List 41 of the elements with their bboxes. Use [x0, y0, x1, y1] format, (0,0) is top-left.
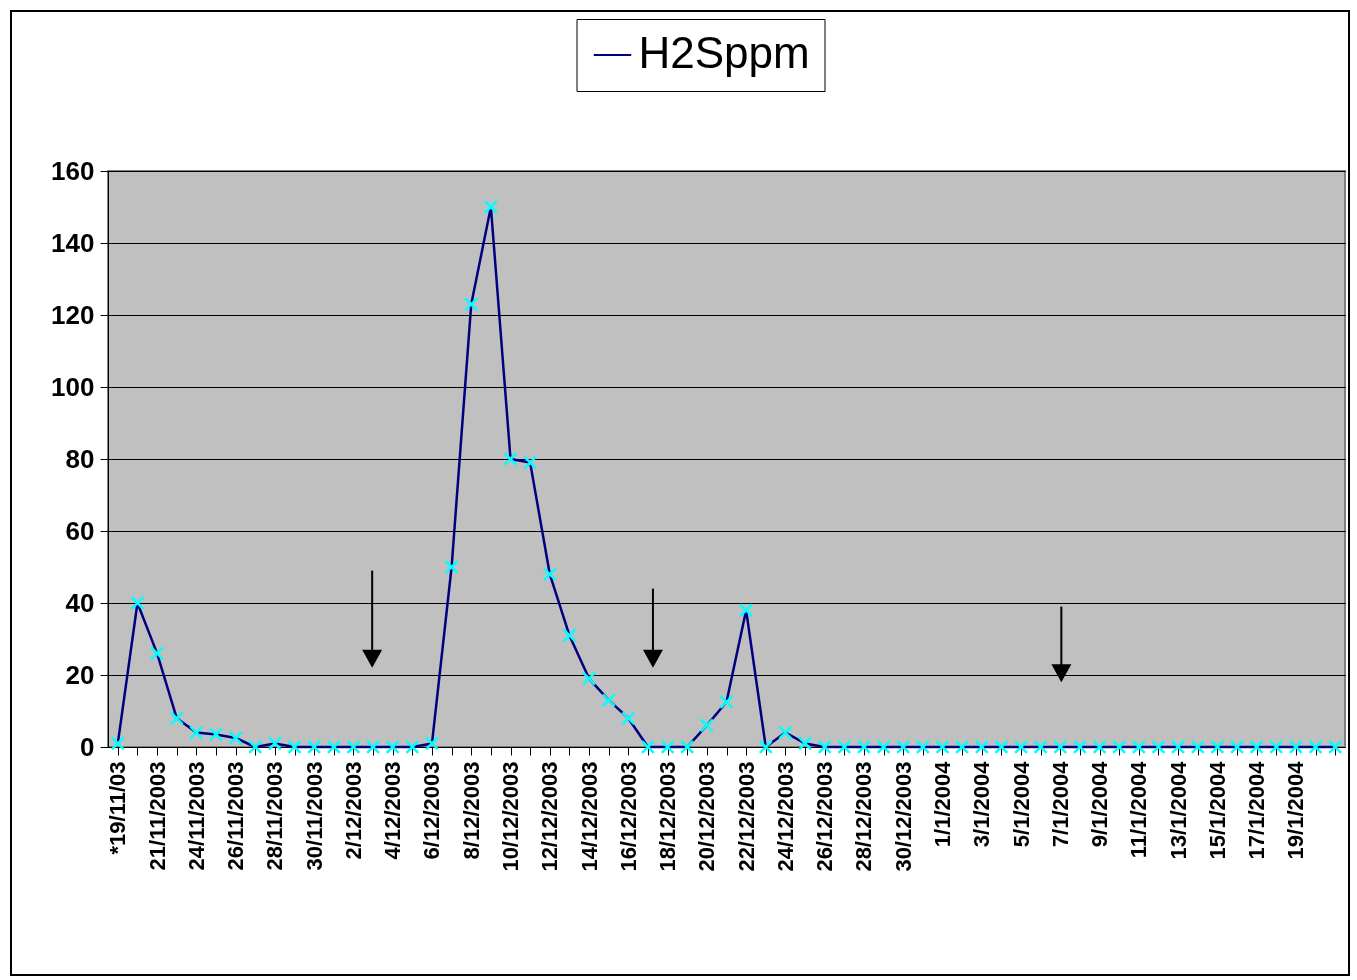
x-tick-label: 19/1/2004 [1283, 760, 1309, 860]
x-tick-label: 4/12/2003 [380, 761, 406, 860]
x-tick-label: 30/11/2003 [301, 761, 327, 871]
y-tick-label: 140 [51, 227, 95, 258]
y-tick-label: 60 [65, 515, 95, 546]
x-tick-label: 14/12/2003 [576, 761, 602, 872]
y-tick-label: 0 [80, 731, 95, 762]
legend-label: H2Sppm [638, 28, 810, 77]
x-tick-label: 9/1/2004 [1087, 760, 1113, 848]
x-tick-label: 26/12/2003 [812, 761, 838, 872]
x-tick-label: 17/1/2004 [1244, 760, 1270, 860]
x-tick-label: 24/12/2003 [772, 761, 798, 872]
x-tick-label: 15/1/2004 [1204, 760, 1230, 860]
x-tick-label: 8/12/2003 [458, 761, 484, 860]
x-tick-label: 2/12/2003 [340, 761, 366, 860]
x-tick-label: 18/12/2003 [655, 761, 681, 872]
x-tick-label: 28/11/2003 [262, 761, 288, 871]
x-tick-label: 16/12/2003 [615, 761, 641, 872]
y-tick-label: 160 [51, 155, 95, 186]
x-tick-label: *19/11/03 [105, 761, 131, 855]
y-tick-label: 120 [51, 299, 95, 330]
y-tick-label: 20 [65, 659, 95, 690]
x-tick-label: 22/12/2003 [733, 761, 759, 872]
x-tick-label: 3/1/2004 [969, 760, 995, 848]
x-tick-label: 28/12/2003 [851, 761, 877, 872]
x-tick-label: 5/1/2004 [1008, 760, 1034, 848]
x-tick-label: 10/12/2003 [498, 761, 524, 872]
x-tick-label: 13/1/2004 [1165, 760, 1191, 860]
y-tick-label: 80 [65, 443, 95, 474]
x-tick-label: 7/1/2004 [1047, 760, 1073, 848]
x-tick-label: 20/12/2003 [694, 761, 720, 872]
x-tick-label: 12/12/2003 [537, 761, 563, 872]
y-tick-label: 40 [65, 587, 95, 618]
x-tick-label: 11/1/2004 [1126, 760, 1152, 859]
x-tick-label: 30/12/2003 [890, 761, 916, 872]
x-tick-label: 21/11/2003 [144, 761, 170, 871]
x-tick-label: 24/11/2003 [183, 761, 209, 871]
x-tick-label: 1/1/2004 [929, 760, 955, 848]
x-tick-label: 6/12/2003 [419, 761, 445, 860]
x-tick-label: 26/11/2003 [223, 761, 249, 871]
y-tick-label: 100 [51, 371, 95, 402]
